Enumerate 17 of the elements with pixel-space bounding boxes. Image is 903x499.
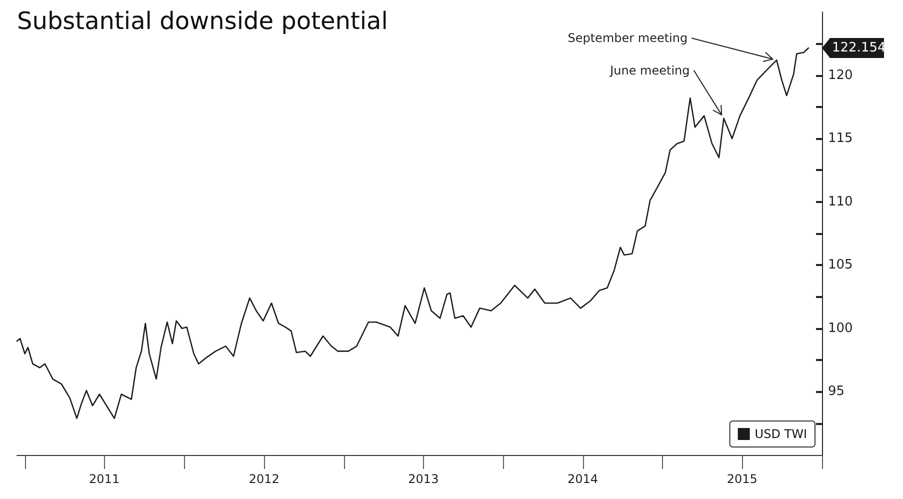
annotation: June meeting <box>609 63 690 78</box>
y-tick-label: 105 <box>828 258 853 273</box>
annotation: September meeting <box>568 31 688 46</box>
x-tick-label: 2011 <box>89 472 120 486</box>
x-tick-label: 2015 <box>726 472 758 486</box>
x-tick-label: 2012 <box>248 472 280 486</box>
x-tick-label: 2013 <box>408 472 439 486</box>
y-tick-label: 120 <box>828 68 853 83</box>
x-tick-label: 2014 <box>567 472 598 486</box>
line-series <box>16 47 810 419</box>
legend-label: USD TWI <box>754 427 808 441</box>
y-tick-label: 100 <box>828 320 853 336</box>
y-tick-label: 95 <box>828 384 845 400</box>
y-tick-label: 115 <box>828 131 853 146</box>
annotation: 122.154 <box>832 40 886 56</box>
y-tick-label: 110 <box>828 194 853 210</box>
chart-title: Substantial downside potential <box>17 7 388 35</box>
